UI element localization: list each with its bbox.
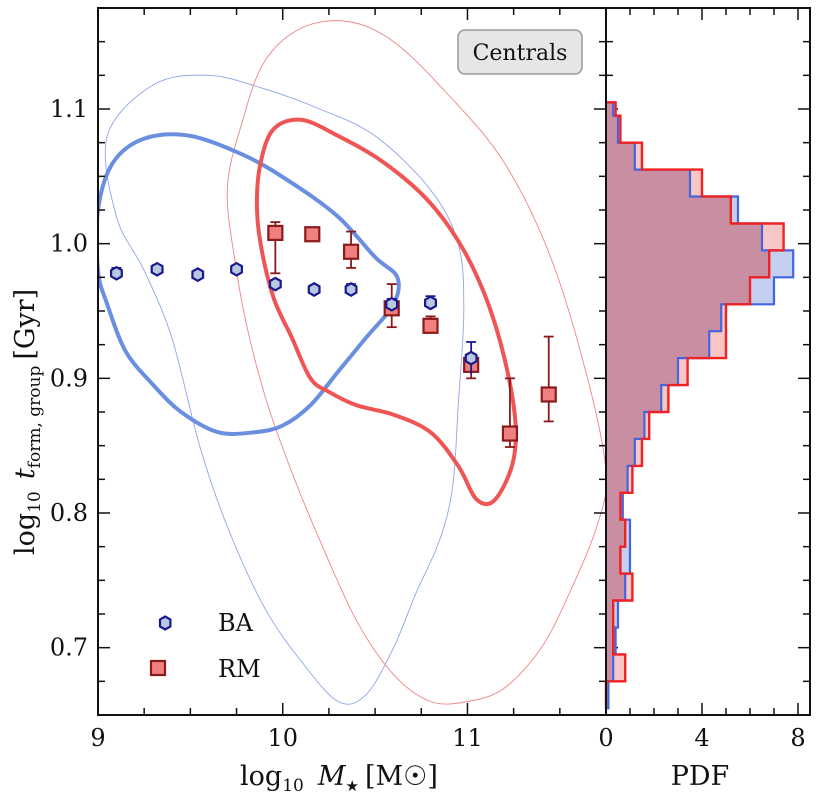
legend: BA RM [149, 609, 261, 683]
legend-entry-ba: BA [158, 609, 254, 637]
histograms [604, 101, 795, 710]
data-points [109, 221, 557, 448]
ba-point [307, 282, 321, 297]
annotation-box: Centrals [457, 29, 583, 75]
ba-point [424, 295, 437, 311]
outer-contours [104, 20, 606, 705]
pdf-tick-labels: 0 4 8 [598, 724, 805, 752]
side-ticks [605, 8, 799, 715]
legend-marker-ba [158, 615, 172, 631]
x-tick-labels: 9 10 11 [90, 724, 482, 752]
ba-point [344, 282, 358, 297]
main-axes-frame [97, 7, 607, 716]
rm-point [342, 243, 360, 260]
contour-rm-outer [226, 20, 606, 705]
annotation-text: Centrals [473, 41, 568, 66]
ba-point [385, 296, 399, 312]
contour-ba-outer [104, 74, 465, 705]
main-ticks [97, 7, 810, 716]
y-tick-label: 0.8 [50, 499, 88, 527]
y-tick-label: 1.1 [50, 95, 88, 123]
ba-point [150, 261, 164, 277]
x-tick-label: 11 [452, 724, 483, 752]
inner-contours [98, 117, 518, 507]
pdf-tick-label: 4 [694, 724, 709, 752]
rm-point [501, 425, 519, 442]
side-panel: 0 4 8 PDF [598, 7, 811, 792]
y-axis-title: log10tform, group[Gyr] [10, 289, 45, 555]
pdf-axis-title: PDF [671, 761, 730, 792]
x-tick-label: 9 [90, 724, 105, 752]
hist-overlap-fill [606, 102, 770, 709]
legend-label-ba: BA [218, 609, 254, 637]
pdf-tick-label: 0 [598, 724, 613, 752]
y-tick-label: 1.0 [50, 230, 88, 258]
rm-point [422, 317, 439, 334]
pdf-tick-label: 8 [790, 724, 805, 752]
ba-point [109, 265, 123, 281]
main-panel: 9 10 11 0.7 0.8 0.9 1.0 1.1 Centrals BA RM log… [10, 7, 810, 796]
legend-label-rm: RM [218, 655, 261, 683]
rm-point [304, 226, 321, 243]
y-tick-label: 0.9 [50, 364, 88, 392]
ba-point [191, 267, 205, 283]
contour-rm-inner [254, 117, 518, 507]
contour-ba-inner [98, 132, 401, 436]
legend-marker-rm [149, 659, 167, 677]
y-tick-labels: 0.7 0.8 0.9 1.0 1.1 [50, 95, 88, 662]
hist-rm-step [604, 101, 785, 709]
ba-point [268, 276, 282, 292]
legend-entry-rm: RM [149, 655, 261, 683]
y-tick-label: 0.7 [50, 634, 88, 662]
side-axes-frame [605, 7, 811, 716]
ba-point [230, 261, 243, 277]
x-tick-label: 10 [267, 724, 298, 752]
x-axis-title: log10 M★ [M☉] [240, 761, 438, 796]
rm-point [540, 386, 557, 403]
rm-point [267, 224, 284, 241]
ba-point [464, 350, 478, 366]
